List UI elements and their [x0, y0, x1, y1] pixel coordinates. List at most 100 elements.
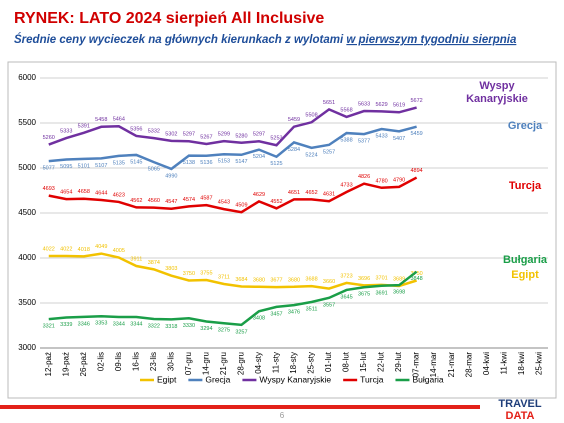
series-label: Egipt: [511, 269, 539, 281]
title: RYNEK: LATO 2024 sierpień All Inclusive: [14, 10, 324, 27]
data-label: 3557: [323, 302, 335, 308]
data-label: 4631: [323, 192, 335, 198]
data-label: 4990: [165, 173, 177, 179]
data-label: 3511: [306, 306, 318, 312]
data-label: 5253: [270, 136, 282, 142]
x-tick-label: 01-lut: [324, 351, 333, 372]
data-label: 5297: [253, 132, 265, 138]
data-label: 4733: [340, 182, 352, 188]
data-label: 5568: [340, 107, 352, 113]
x-tick-label: 21-mar: [447, 352, 456, 378]
data-label: 3691: [375, 290, 387, 296]
data-label: 4562: [130, 198, 142, 204]
data-label: 3696: [358, 276, 370, 282]
data-label: 5619: [393, 103, 405, 109]
data-label: 5260: [43, 135, 55, 141]
data-label: 3698: [393, 290, 405, 296]
data-label: 3275: [218, 328, 230, 334]
x-tick-label: 08-lut: [342, 351, 351, 372]
series-line: [48, 106, 417, 147]
data-label: 5407: [393, 136, 405, 142]
data-label: 5125: [270, 161, 282, 167]
data-label: 3322: [148, 323, 160, 329]
x-tick-label: 22-lut: [377, 351, 386, 372]
data-label: 3688: [305, 277, 317, 283]
data-label: 4658: [78, 189, 90, 195]
data-label: 5135: [113, 160, 125, 166]
data-label: 3680: [253, 277, 265, 283]
data-label: 5459: [410, 131, 422, 137]
data-label: 5145: [130, 159, 142, 165]
y-tick-label: 3000: [18, 343, 36, 352]
y-tick-label: 4500: [18, 208, 36, 217]
data-label: 5672: [410, 98, 422, 104]
data-label: 3684: [235, 277, 247, 283]
data-label: 5459: [288, 117, 300, 123]
data-label: 5299: [218, 132, 230, 138]
x-tick-label: 21-gru: [219, 352, 228, 375]
data-label: 4005: [113, 248, 125, 254]
x-tick-label: 18-sty: [289, 352, 298, 374]
data-label: 5433: [375, 133, 387, 139]
subtitle-part: Średnie ceny wycieczek na głównych kieru…: [14, 33, 346, 46]
x-tick-label: 18-kwi: [517, 352, 526, 375]
data-label: 5280: [235, 133, 247, 139]
data-label: 5332: [148, 129, 160, 135]
data-label: 5107: [95, 163, 107, 169]
legend-label: Egipt: [157, 374, 177, 384]
data-label: 5138: [183, 160, 195, 166]
y-tick-label: 6000: [18, 73, 36, 82]
x-tick-label: 23-lis: [149, 352, 158, 371]
x-tick-label: 30-lis: [166, 352, 175, 371]
x-tick-label: 04-kwi: [482, 352, 491, 375]
x-tick-label: 28-gru: [237, 352, 246, 375]
footer-bar: [0, 405, 480, 409]
data-label: 3257: [235, 329, 247, 335]
data-label: 5095: [60, 164, 72, 170]
logo-line: TRAVEL: [498, 398, 541, 410]
data-label: 5065: [148, 167, 160, 173]
legend-label: Turcja: [360, 374, 384, 384]
logo-line: DATA: [506, 410, 535, 422]
data-label: 5508: [305, 113, 317, 119]
data-label: 4644: [95, 190, 107, 196]
data-label: 5651: [323, 100, 335, 106]
data-label: 4654: [60, 190, 72, 196]
series-label: Turcja: [508, 180, 542, 192]
y-tick-label: 5500: [18, 118, 36, 127]
y-tick-label: 4000: [18, 253, 36, 262]
data-label: 3344: [130, 321, 142, 327]
data-label: 5302: [165, 131, 177, 137]
data-label: 5388: [340, 138, 352, 144]
data-label: 3344: [113, 321, 125, 327]
x-tick-label: 09-lis: [114, 352, 123, 371]
series-label: Wyspy Kanaryjskie: [466, 80, 528, 105]
data-label: 5204: [253, 154, 265, 160]
data-label: 3750: [410, 271, 422, 277]
data-label: 5356: [130, 126, 142, 132]
data-label: 3353: [95, 321, 107, 327]
data-label: 4574: [183, 197, 195, 203]
data-label: 5458: [95, 117, 107, 123]
data-label: 4587: [200, 196, 212, 202]
data-label: 4022: [43, 246, 55, 252]
data-label: 3680: [288, 277, 300, 283]
legend-label: Bułgaria: [412, 374, 443, 384]
data-label: 3330: [183, 323, 195, 329]
subtitle: Średnie ceny wycieczek na głównych kieru…: [14, 33, 517, 46]
data-label: 3911: [130, 256, 142, 262]
data-label: 4693: [43, 186, 55, 192]
data-label: 3677: [270, 278, 282, 284]
data-label: 3476: [288, 310, 300, 316]
data-label: 4018: [78, 247, 90, 253]
series-label: Grecja: [507, 120, 543, 132]
subtitle-underlined: w pierwszym tygodniu sierpnia: [346, 34, 517, 46]
data-label: 4894: [410, 168, 422, 174]
data-label: 5464: [113, 117, 125, 123]
data-label: 5077: [43, 166, 55, 172]
x-tick-label: 19-paź: [61, 352, 70, 376]
series-line: [48, 176, 418, 214]
data-label: 5629: [375, 102, 387, 108]
data-label: 4022: [60, 246, 72, 252]
data-label: 3318: [165, 324, 177, 330]
